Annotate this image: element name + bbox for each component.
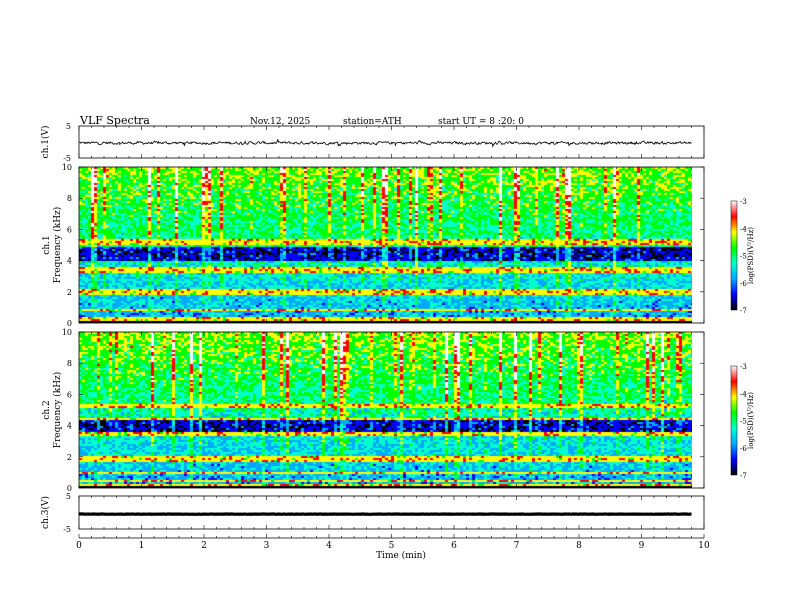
ch1-spectrogram-colorbar-tick: -4	[740, 225, 747, 233]
ch2-spectrogram-colorbar-tick: -4	[740, 390, 747, 398]
ch1-spectrogram-ytick-label: 0	[67, 319, 72, 328]
ch1-spectrogram-ytick-label: 10	[62, 163, 72, 172]
ch3-waveform-ylabel: ch.3(V)	[40, 496, 51, 529]
x-axis: 0 1 2 3 4 5 6 7 8 9 10	[76, 534, 710, 551]
x-tick-label: 8	[576, 541, 582, 551]
x-tick-label: 3	[264, 541, 270, 551]
x-tick-label: 9	[639, 541, 645, 551]
ch1-spectrogram-colorbar-tick: -7	[740, 307, 747, 315]
x-tick-label: 1	[139, 541, 145, 551]
ch1-waveform-ylabel: ch.1(V)	[40, 126, 51, 159]
ch2-spectrogram-panel: 0 2 4 6 8 10 ch.2Frequency (kHz)	[42, 328, 705, 493]
ch2-spectrogram-colorbar-bar	[730, 365, 738, 476]
ch1-spectrogram-colorbar-label: log(PSD)(V²/Hz)	[747, 227, 755, 284]
ch1-waveform-ytick-label: 5	[66, 122, 71, 131]
ch1-waveform-series-line	[78, 139, 692, 148]
x-axis-label: Time (min)	[376, 550, 426, 561]
x-tick-label: 6	[451, 541, 457, 551]
ch2-spectrogram-colorbar-tick: -7	[740, 472, 747, 480]
ch3-waveform-series-line	[78, 512, 692, 516]
ch1-spectrogram-colorbar-bar	[730, 200, 738, 311]
ch1-waveform-ytick-label: -5	[63, 154, 71, 163]
x-tick-label: 0	[76, 541, 82, 551]
ch2-spectrogram-colorbar-tick: -6	[740, 445, 747, 453]
ch1-spectrogram-ytick-label: 6	[67, 225, 72, 234]
ch2-colorbar: -3 -4 -5 -6 -7 log(PSD)(V²/Hz)	[730, 363, 755, 480]
ch2-spectrogram-ytick-label: 8	[67, 359, 72, 368]
ch2-spectrogram-ytick-label: 10	[62, 328, 72, 337]
x-tick-label: 4	[326, 541, 332, 551]
x-tick-label: 7	[514, 541, 520, 551]
ch1-colorbar: -3 -4 -5 -6 -7 log(PSD)(V²/Hz)	[730, 198, 755, 315]
date-label: Nov.12, 2025	[250, 117, 311, 127]
ch2-spectrogram-colorbar-tick: -3	[740, 363, 747, 371]
ch3-waveform-ytick-label: -5	[63, 525, 71, 534]
ch1-spectrogram-colorbar-tick: -5	[740, 253, 747, 261]
ch1-spectrogram-colorbar-tick: -3	[740, 198, 747, 206]
ch1-spectrogram-ytick-label: 8	[67, 194, 72, 203]
ch3-waveform-panel: 5 -5 ch.3(V)	[40, 492, 705, 534]
x-tick-label: 10	[698, 541, 710, 551]
ch2-spectrogram-heatmap	[79, 332, 692, 488]
ch1-spectrogram-ytick-label: 4	[67, 257, 72, 266]
ch1-spectrogram-colorbar-tick: -6	[740, 280, 747, 288]
ch2-spectrogram-colorbar-tick: -5	[740, 418, 747, 426]
ch1-spectrogram-panel: 0 2 4 6 8 10 ch.1Frequency (kHz)	[42, 163, 705, 328]
ch2-spectrogram-ytick-label: 2	[67, 453, 72, 462]
ch1-spectrogram-heatmap	[79, 167, 692, 323]
x-tick-label: 2	[201, 541, 207, 551]
station-label: station=ATH	[343, 117, 402, 127]
ch2-spectrogram-colorbar-label: log(PSD)(V²/Hz)	[747, 392, 755, 449]
ch1-spectrogram-ytick-label: 2	[67, 288, 72, 297]
ch2-spectrogram-ylabel: ch.2Frequency (kHz)	[42, 372, 63, 449]
ch2-spectrogram-ytick-label: 4	[67, 422, 72, 431]
ch2-spectrogram-ytick-label: 0	[67, 484, 72, 493]
ch2-spectrogram-ytick-label: 6	[67, 390, 72, 399]
ch1-spectrogram-ylabel: ch.1Frequency (kHz)	[42, 207, 63, 284]
x-tick-label: 5	[389, 541, 395, 551]
ch1-waveform-panel: 5 -5 ch.1(V)	[40, 122, 705, 163]
figure-title: VLF Spectra	[79, 114, 150, 127]
ch3-waveform-ytick-label: 5	[66, 492, 71, 501]
start-time-label: start UT = 8 :20: 0	[438, 117, 524, 127]
